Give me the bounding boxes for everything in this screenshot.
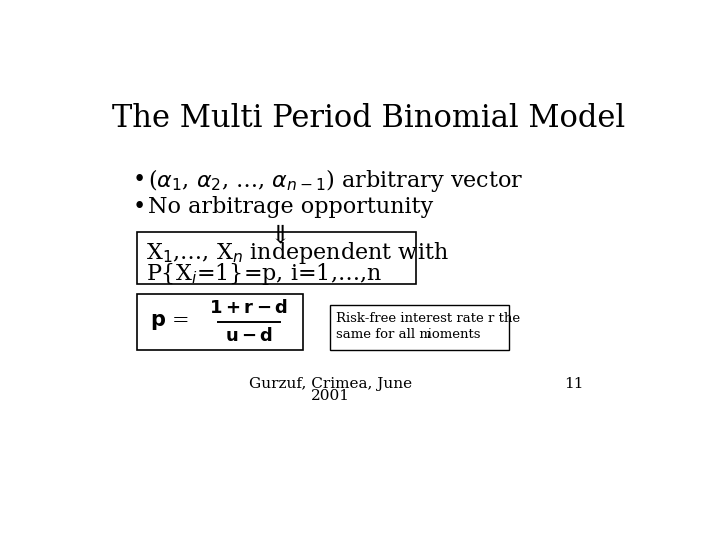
FancyBboxPatch shape (137, 294, 303, 350)
Text: same for all moments: same for all moments (336, 328, 485, 341)
Text: X$_1$,…, X$_n$ independent with: X$_1$,…, X$_n$ independent with (145, 240, 449, 266)
Text: $\mathbf{1+r-d}$: $\mathbf{1+r-d}$ (210, 299, 288, 317)
FancyBboxPatch shape (330, 305, 508, 350)
Text: 2001: 2001 (311, 389, 350, 403)
Text: $\mathbf{u-d}$: $\mathbf{u-d}$ (225, 327, 273, 345)
Text: •: • (132, 196, 146, 218)
Text: The Multi Period Binomial Model: The Multi Period Binomial Model (112, 103, 626, 134)
FancyBboxPatch shape (137, 232, 415, 284)
Text: No arbitrage opportunity: No arbitrage opportunity (148, 196, 433, 218)
Text: Risk-free interest rate r the: Risk-free interest rate r the (336, 312, 521, 325)
Text: ⇓: ⇓ (269, 224, 290, 247)
Text: 11: 11 (564, 377, 584, 390)
Text: i: i (426, 328, 431, 341)
Text: •: • (132, 170, 146, 191)
Text: P{X$_i$=1}=p, i=1,…,n: P{X$_i$=1}=p, i=1,…,n (145, 261, 382, 287)
Text: $\mathbf{p}$ =: $\mathbf{p}$ = (150, 312, 189, 332)
Text: ($\alpha_1$, $\alpha_2$, …, $\alpha_{n-1}$) arbitrary vector: ($\alpha_1$, $\alpha_2$, …, $\alpha_{n-1… (148, 167, 523, 194)
Text: Gurzuf, Crimea, June: Gurzuf, Crimea, June (248, 377, 412, 390)
